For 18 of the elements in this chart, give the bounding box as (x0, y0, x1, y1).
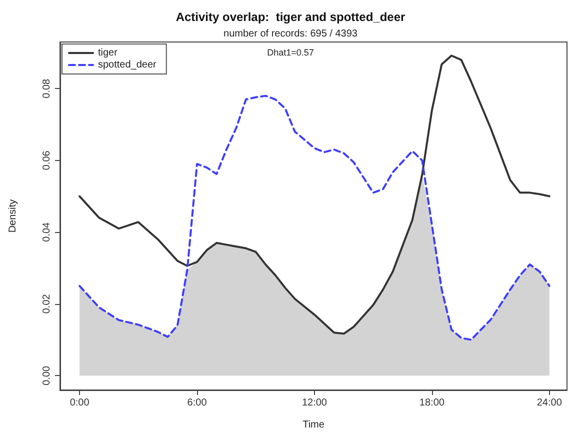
line-series (78, 94, 550, 341)
x-tick-label: 18:00 (419, 398, 445, 408)
y-tick-label: 0.02 (42, 294, 52, 314)
y-tick-label: 0.06 (42, 150, 52, 170)
annotation: Dhat1=0.57 (267, 48, 314, 58)
y-tick-label: 0.04 (42, 222, 52, 242)
legend-label: spotted_deer (98, 60, 158, 70)
x-tick-label: 0:00 (70, 398, 90, 408)
y-axis-title: Density (8, 199, 18, 233)
chart-subtitle: number of records: 695 / 4393 (224, 28, 358, 40)
y-tick-label: 0.08 (42, 78, 52, 98)
chart-title: Activity overlap: tiger and spotted_deer (176, 10, 406, 24)
y-tick-label: 0.00 (42, 365, 52, 386)
x-tick-label: 6:00 (187, 398, 208, 408)
x-tick-label: 12:00 (302, 398, 328, 408)
legend-label: tiger (98, 48, 118, 58)
x-axis-title: Time (302, 420, 325, 430)
x-tick-label: 24:00 (536, 398, 562, 408)
